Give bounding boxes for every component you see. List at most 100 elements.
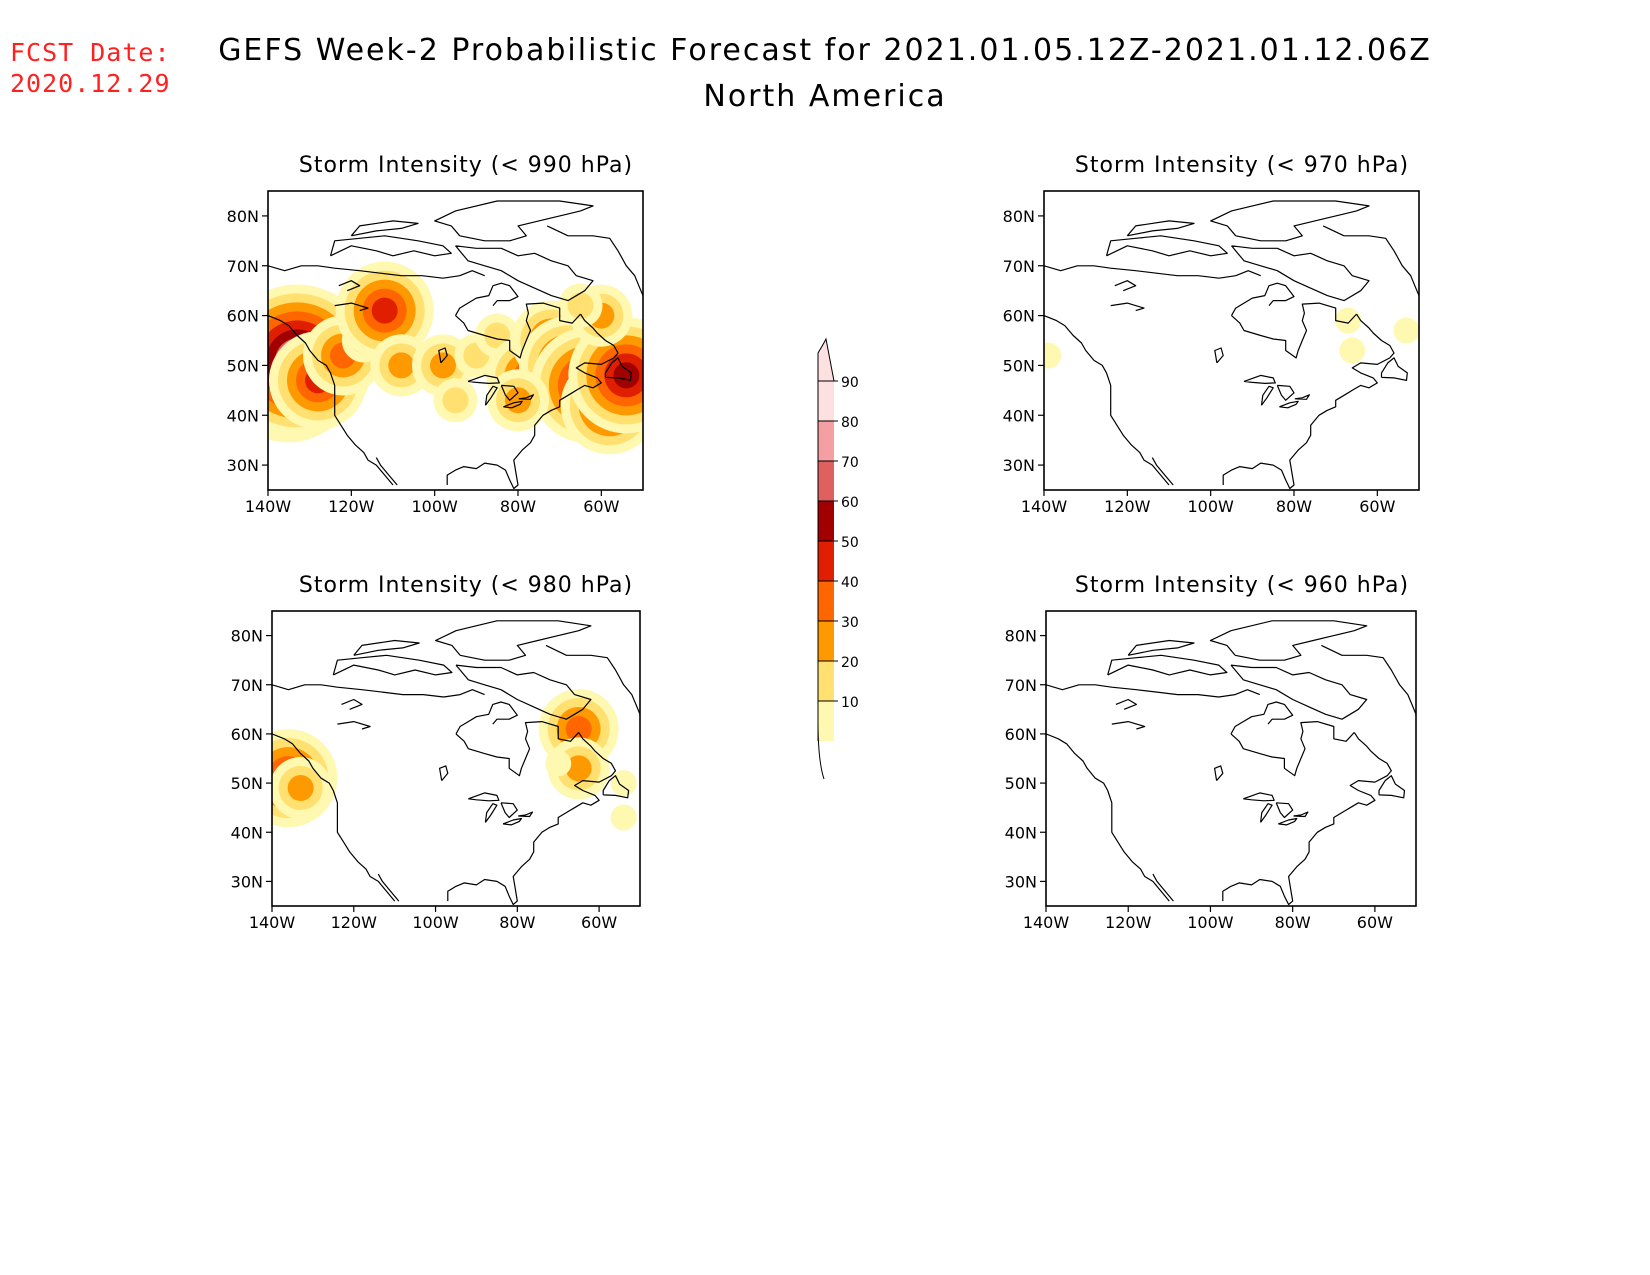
lat-label: 70N (1005, 676, 1037, 695)
colorbar-label: 80 (841, 415, 859, 431)
probability-blob (567, 292, 594, 319)
lat-label: 70N (1003, 257, 1035, 276)
lat-label: 30N (227, 456, 259, 475)
coastline (272, 684, 485, 698)
coastline (518, 811, 534, 818)
colorbar-segment (818, 541, 834, 581)
fcst-date-label: FCST Date: (10, 38, 171, 67)
lon-label: 100W (412, 913, 459, 932)
colorbar-label: 40 (841, 575, 859, 591)
lon-label: 140W (1021, 497, 1068, 516)
panel-title-980: Storm Intensity (< 980 hPa) (298, 573, 634, 598)
map-panel-p970: 80N 70N 60N 50N 40N 30N 140W 120W 100W 80W 60W (1003, 190, 1420, 516)
colorbar-cap-top (817, 337, 835, 382)
coastline (268, 315, 394, 486)
probability-blob (1339, 337, 1366, 364)
probability-blob (287, 775, 314, 801)
coastline (268, 265, 485, 279)
colorbar-segment (818, 461, 834, 501)
coastline (1230, 701, 1294, 735)
probability-blob (505, 387, 531, 414)
coastline (545, 644, 640, 715)
lon-label: 80W (1275, 913, 1311, 932)
coastline (546, 225, 643, 296)
coastline (1105, 235, 1228, 257)
lat-label: 60N (231, 725, 263, 744)
probability-blob (610, 770, 637, 797)
lon-label: 140W (1023, 913, 1070, 932)
lat-label: 30N (1005, 872, 1037, 891)
lon-label: 60W (581, 913, 617, 932)
coastline (1044, 315, 1170, 486)
lon-label: 60W (1357, 913, 1393, 932)
coastline (1230, 721, 1355, 777)
lat-label: 40N (1003, 406, 1035, 425)
panel-title-970: Storm Intensity (< 970 hPa) (1074, 153, 1410, 178)
coastline (484, 385, 498, 406)
coastline (1322, 225, 1419, 296)
coastline (500, 384, 519, 401)
coastline (1152, 873, 1174, 902)
coastline (468, 792, 500, 802)
lon-label: 80W (500, 497, 536, 516)
colorbar-label: 20 (841, 655, 859, 671)
fcst-date-value: 2020.12.29 (10, 69, 171, 98)
coastline (446, 313, 619, 490)
probability-blob (388, 352, 415, 379)
map-frame (271, 610, 641, 907)
colorbar-label: 30 (841, 615, 859, 631)
lon-label: 100W (1187, 497, 1234, 516)
lon-label: 60W (583, 497, 619, 516)
coastline (1231, 245, 1370, 302)
coastline (467, 374, 500, 384)
lon-label: 140W (249, 913, 296, 932)
colorbar-label: 90 (841, 375, 859, 391)
coastline (1378, 775, 1406, 799)
page-subtitle: North America (703, 79, 947, 114)
colorbar-segment (818, 661, 834, 701)
coastline (455, 721, 580, 777)
map-frame (1043, 190, 1420, 491)
coastline (502, 817, 522, 826)
lon-label: 120W (1104, 497, 1151, 516)
coastline (1210, 200, 1370, 242)
coastline (454, 282, 519, 316)
coastline (1243, 374, 1276, 384)
coastline (455, 664, 592, 720)
lat-label: 50N (1005, 774, 1037, 793)
colorbar-segment (818, 381, 834, 421)
lon-label: 120W (331, 913, 378, 932)
lat-label: 80N (231, 627, 263, 646)
coastline (1126, 220, 1195, 237)
coastline (455, 701, 518, 735)
coastline (338, 280, 361, 292)
colorbar-segment (818, 501, 834, 541)
lat-label: 50N (231, 774, 263, 793)
coastline (350, 220, 419, 237)
coastline (1222, 313, 1395, 490)
lon-label: 140W (245, 497, 292, 516)
probability-blob (565, 716, 592, 742)
map-frame (267, 190, 644, 491)
probability-blob (484, 322, 511, 349)
colorbar-segment (818, 701, 834, 741)
coastline (1222, 732, 1392, 906)
lon-label: 80W (1276, 497, 1312, 516)
lat-label: 80N (1005, 627, 1037, 646)
probability-blob (545, 750, 572, 777)
coastline (1209, 620, 1368, 661)
lat-label: 80N (1003, 207, 1035, 226)
probability-blob (1044, 342, 1062, 369)
lon-label: 100W (411, 497, 458, 516)
lat-label: 40N (1005, 823, 1037, 842)
coastline (484, 803, 498, 823)
coastline (377, 873, 400, 902)
lat-label: 60N (227, 307, 259, 326)
coastline (329, 235, 452, 257)
coastline (334, 302, 369, 312)
probability-blob (613, 362, 640, 389)
lon-label: 60W (1359, 497, 1395, 516)
colorbar-label: 50 (841, 535, 859, 551)
coastline (1293, 811, 1309, 818)
coastline (1214, 347, 1224, 364)
